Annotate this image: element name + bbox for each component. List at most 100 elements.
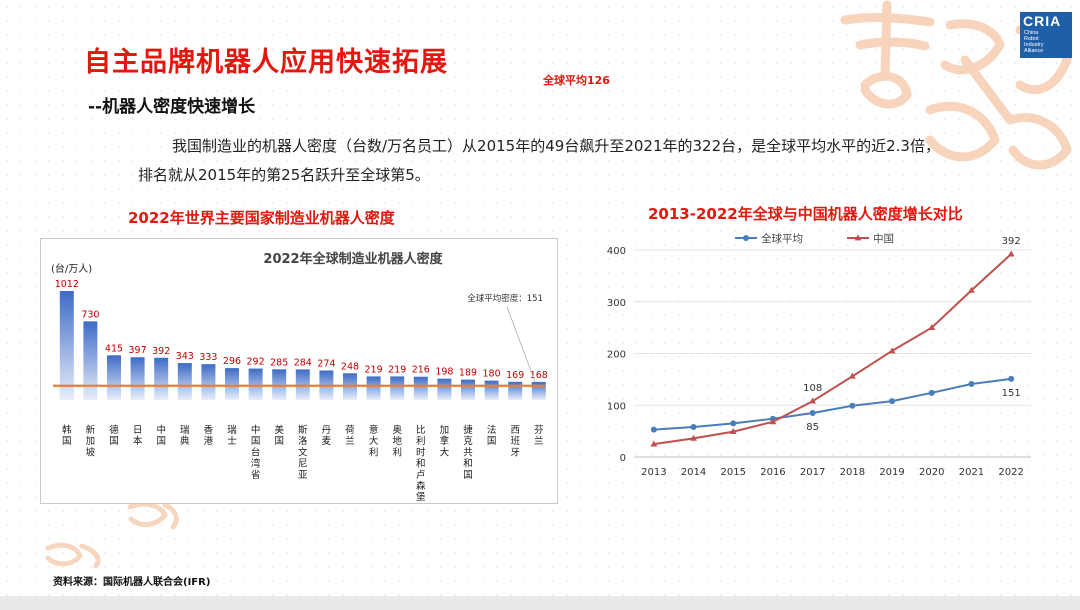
bar-category-label: 斯洛文尼亚 <box>298 424 308 481</box>
bar-category-label: 韩国 <box>62 424 72 447</box>
bar-chart: 2022年全球制造业机器人密度 (台/万人) 1012 730 415 397 392 3… <box>51 251 548 503</box>
global-average-note: 全球平均126 <box>543 74 610 87</box>
page-title: 自主品牌机器人应用快速拓展 <box>84 47 448 78</box>
data-point <box>1008 375 1015 382</box>
line-chart-legend: 全球平均 中国 <box>735 232 894 245</box>
summary-line-2: 排名就从2015年的第25名跃升至全球第5。 <box>138 166 430 184</box>
bar-category-label: 中国 <box>156 424 166 447</box>
legend-label: 中国 <box>873 232 894 245</box>
data-point <box>1007 250 1015 257</box>
calligraphy-mark-small <box>127 501 179 530</box>
data-point <box>729 428 737 435</box>
x-tick-label: 2013 <box>641 467 666 478</box>
bar-category-label: 瑞典 <box>180 424 190 447</box>
bar-category-label: 意大利 <box>369 424 379 458</box>
bar-category-label: 荷兰 <box>345 425 355 447</box>
bar <box>130 357 145 400</box>
data-point <box>809 397 817 404</box>
bar-chart-title: 2022年全球制造业机器人密度 <box>263 251 443 267</box>
data-label: 85 <box>806 422 819 433</box>
bar-category-label: 美国 <box>274 424 284 447</box>
series-line <box>653 377 1012 431</box>
data-point <box>888 347 896 354</box>
bar-category-label: 香港 <box>204 425 214 447</box>
bar-value-label: 248 <box>341 361 359 372</box>
data-point <box>650 440 658 447</box>
bar-value-label: 284 <box>294 357 312 368</box>
data-point <box>928 389 935 396</box>
y-tick-label: 300 <box>607 298 626 309</box>
summary-line-1: 我国制造业的机器人密度（台数/万名员工）从2015年的49台飙升至2021年的3… <box>172 137 940 155</box>
logo-subtext: China Robot Industry Alliance <box>1024 30 1044 54</box>
y-tick-label: 400 <box>607 246 626 257</box>
data-label: 151 <box>1002 388 1021 399</box>
bar-category-label: 法国 <box>487 424 497 447</box>
bar-category-label: 芬兰 <box>534 425 544 447</box>
bar-category-label: 比利时和卢森堡 <box>416 424 426 503</box>
bar-value-label: 274 <box>317 358 335 369</box>
legend-marker <box>854 234 862 241</box>
bar-value-label: 168 <box>530 370 548 381</box>
bar <box>83 321 98 400</box>
logo-text: CRIA <box>1023 13 1062 29</box>
bar-value-label: 219 <box>388 364 406 375</box>
bar-value-label: 333 <box>199 352 217 363</box>
bar-value-label: 180 <box>483 369 501 380</box>
x-tick-label: 2021 <box>959 467 984 478</box>
bar <box>177 363 192 400</box>
bar-value-label: 415 <box>105 343 123 354</box>
bar-value-label: 343 <box>176 351 194 362</box>
bar-category-label: 加拿大 <box>440 425 450 458</box>
bar <box>484 380 499 400</box>
legend-label: 全球平均 <box>761 232 803 245</box>
x-tick-label: 2020 <box>919 467 944 478</box>
legend-marker <box>743 235 749 241</box>
bar <box>413 376 428 400</box>
bar-value-label: 198 <box>435 367 453 378</box>
bar-value-label: 169 <box>506 370 524 381</box>
bar <box>437 378 452 400</box>
bar <box>390 376 405 400</box>
bar-category-label: 丹麦 <box>322 425 332 447</box>
data-point <box>650 426 657 433</box>
line-chart: 全球平均 中国 0 100 200 300 400 2013 2014 2015 2016 201… <box>607 232 1031 478</box>
bottom-strip <box>0 596 1080 610</box>
bar-category-label: 日本 <box>133 425 143 447</box>
bar <box>59 291 74 400</box>
series-line <box>653 253 1012 446</box>
x-tick-label: 2018 <box>840 467 865 478</box>
source-note: 资料来源：国际机器人联合会(IFR) <box>53 577 211 588</box>
bar-value-label: 392 <box>152 346 170 357</box>
bar-value-label: 730 <box>81 309 99 320</box>
data-label: 108 <box>803 383 822 394</box>
data-label: 392 <box>1002 236 1021 247</box>
bar <box>366 376 381 400</box>
bar-chart-heading: 2022年世界主要国家制造业机器人密度 <box>128 209 395 227</box>
global-average-label: 全球平均密度：151 <box>467 293 543 304</box>
bar-chart-unit: (台/万人) <box>51 262 92 275</box>
y-tick-label: 100 <box>607 401 626 412</box>
x-tick-label: 2015 <box>721 467 746 478</box>
bar <box>531 381 546 400</box>
bar-category-label: 捷克共和国 <box>463 424 473 481</box>
bar <box>154 357 169 400</box>
bar-category-label: 中国台湾省 <box>251 424 261 481</box>
bar <box>107 355 121 400</box>
average-label-pointer <box>506 306 536 382</box>
bar-category-label: 瑞士 <box>227 424 237 447</box>
data-point <box>889 398 896 405</box>
page-subtitle: --机器人密度快速增长 <box>88 97 256 117</box>
data-point <box>928 324 936 331</box>
bar-value-label: 189 <box>459 368 477 379</box>
bar-category-label: 新加坡 <box>86 424 96 458</box>
calligraphy-watermark <box>840 0 1072 170</box>
x-tick-label: 2019 <box>879 467 904 478</box>
line-chart-heading: 2013-2022年全球与中国机器人密度增长对比 <box>648 205 963 223</box>
bar <box>508 381 523 400</box>
bar-chart-panel: 2022年全球制造业机器人密度 (台/万人) 1012 730 415 397 392 3… <box>40 238 558 504</box>
bar <box>461 379 475 400</box>
bar-value-label: 296 <box>223 356 241 367</box>
bar-value-label: 292 <box>247 357 265 368</box>
data-point <box>690 423 697 430</box>
data-point <box>769 418 777 425</box>
